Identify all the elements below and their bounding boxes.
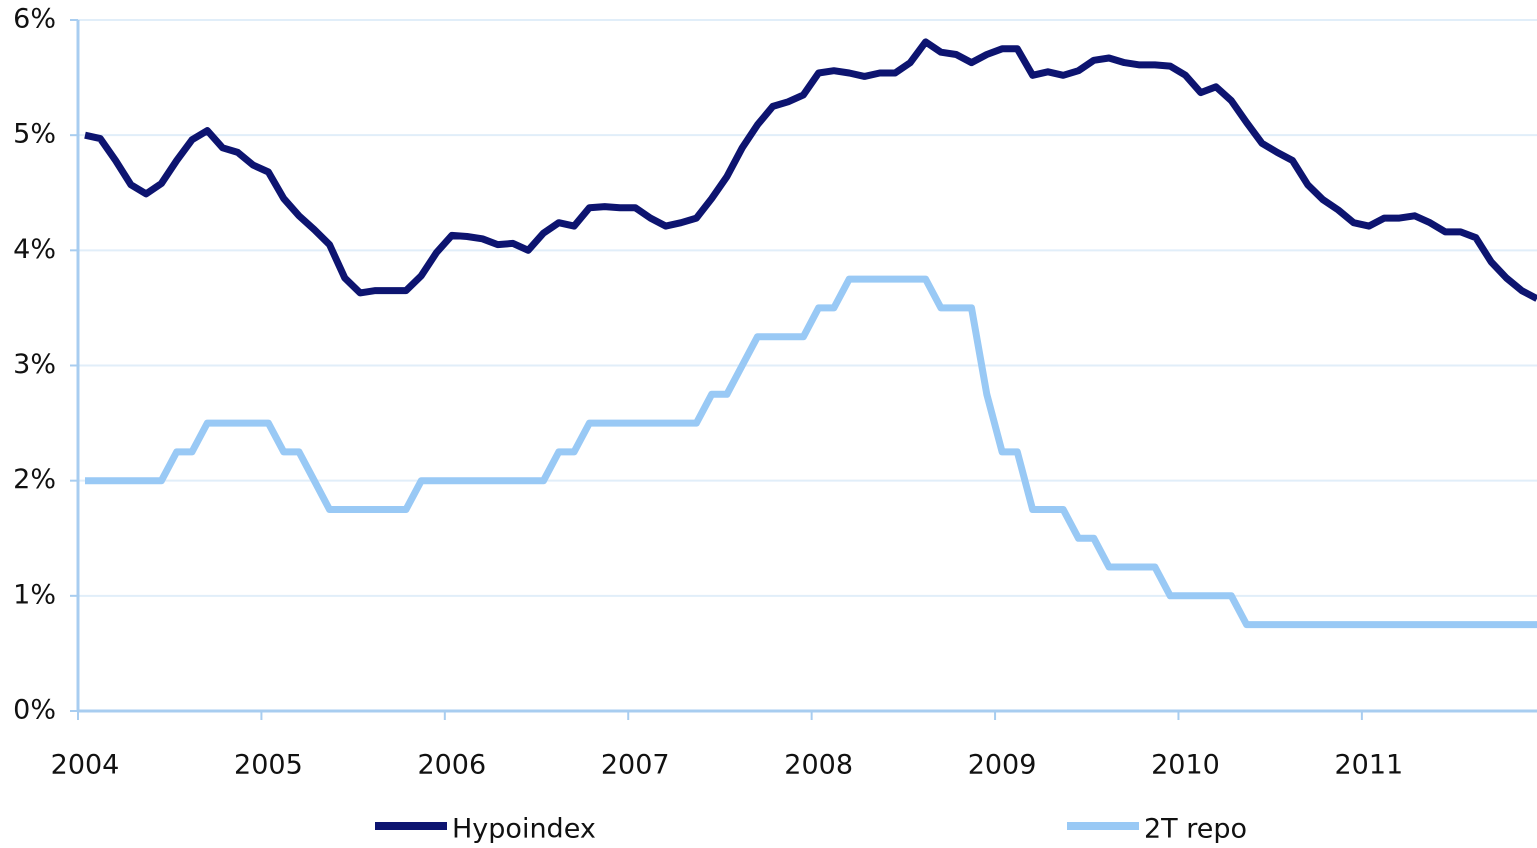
- x-tick-label: 2004: [51, 750, 120, 781]
- y-tick-label: 6%: [13, 4, 56, 35]
- x-tick-label: 2006: [417, 750, 486, 781]
- x-tick-label: 2005: [234, 750, 303, 781]
- y-tick-label: 2%: [13, 464, 56, 495]
- series-line: [85, 275, 1537, 629]
- series-line: [84, 38, 1537, 302]
- x-tick-label: 2011: [1335, 750, 1404, 781]
- legend-label: 2T repo: [1144, 814, 1247, 845]
- legend-label: Hypoindex: [452, 814, 596, 845]
- x-tick-label: 2009: [968, 750, 1037, 781]
- y-tick-label: 3%: [13, 349, 56, 380]
- y-tick-label: 4%: [13, 234, 56, 265]
- y-tick-label: 1%: [13, 579, 56, 610]
- x-tick-label: 2007: [601, 750, 670, 781]
- y-tick-label: 0%: [13, 695, 56, 726]
- x-tick-label: 2010: [1151, 750, 1220, 781]
- x-tick-label: 2008: [784, 750, 853, 781]
- y-tick-label: 5%: [13, 119, 56, 150]
